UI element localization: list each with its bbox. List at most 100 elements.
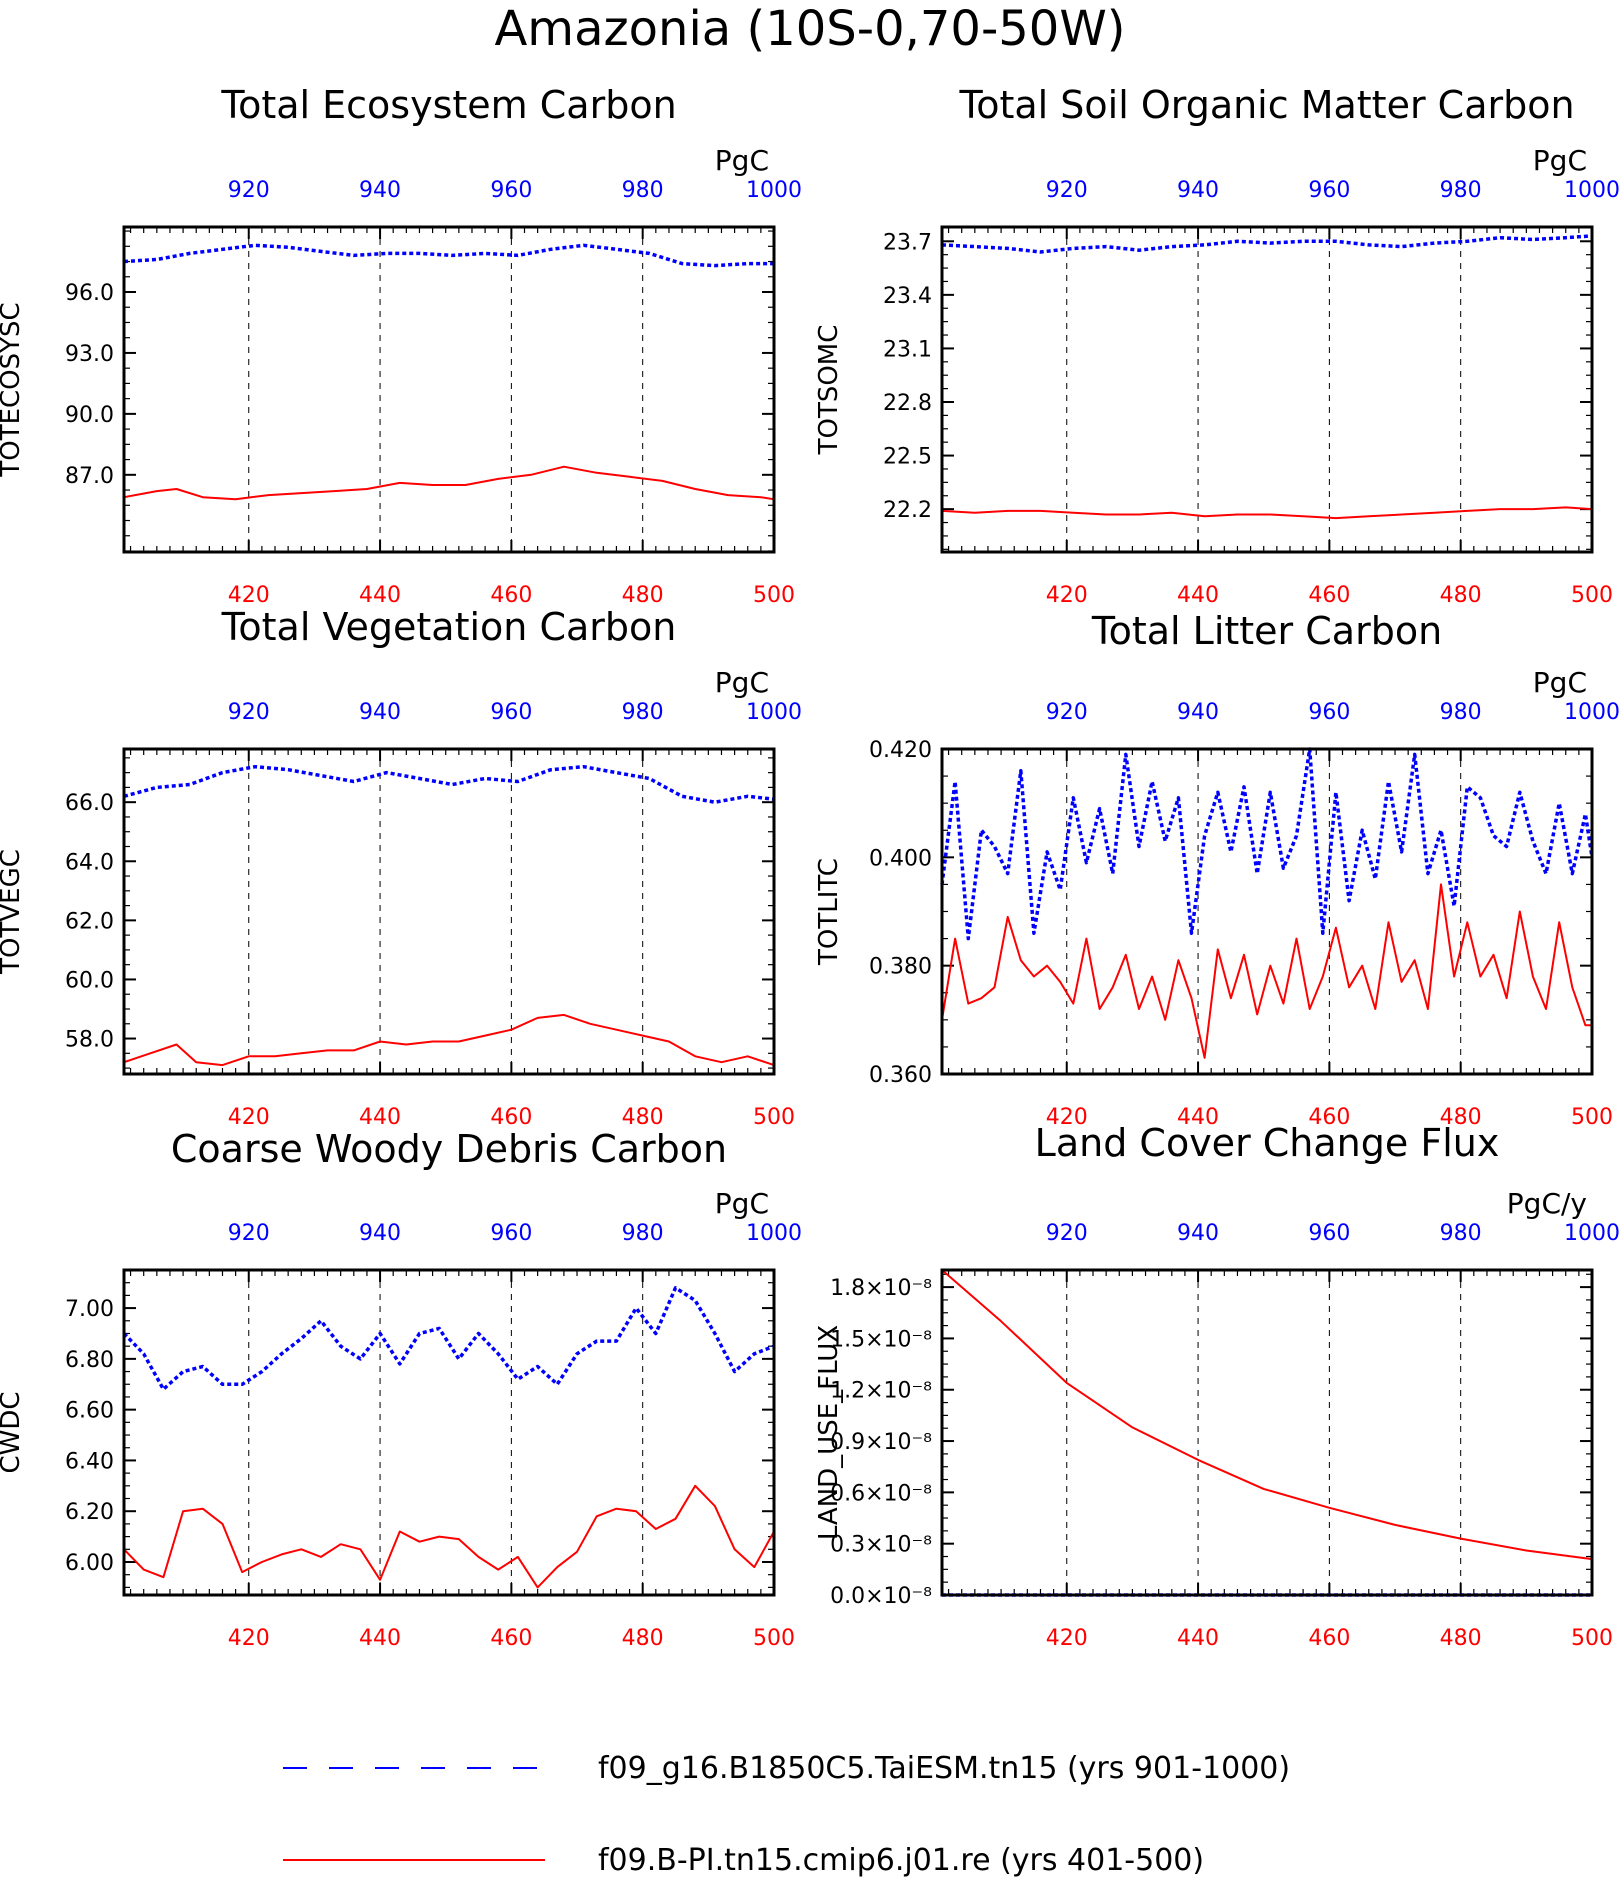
- units-label: PgC: [715, 1187, 769, 1220]
- units-label: PgC: [715, 666, 769, 699]
- x-tick-label-top: 920: [228, 178, 270, 203]
- y-tick-label: 22.2: [883, 498, 932, 523]
- plot-frame: [122, 225, 776, 554]
- x-tick-label-top: 980: [1440, 700, 1482, 725]
- x-tick-label-bottom: 500: [753, 1105, 795, 1130]
- series-line-red: [123, 1013, 775, 1067]
- chart-title: Coarse Woody Debris Carbon: [171, 1127, 727, 1171]
- x-tick-label-top: 920: [1046, 700, 1088, 725]
- x-tick-label-bottom: 420: [1046, 1105, 1088, 1130]
- plot-frame: [940, 1268, 1594, 1597]
- x-tick-label-bottom: 420: [1046, 583, 1088, 608]
- y-tick-label: 64.0: [65, 850, 114, 875]
- units-label: PgC: [1533, 666, 1587, 699]
- plot-frame: [122, 1268, 776, 1597]
- x-tick-label-top: 960: [1308, 700, 1350, 725]
- chart-panel: Total Litter Carbon 420 440 460 480 500 920 940…: [814, 609, 1620, 1130]
- legend: f09_g16.B1850C5.TaiESM.tn15 (yrs 901-100…: [283, 1751, 1290, 1878]
- x-tick-label-top: 980: [622, 1221, 664, 1246]
- series-line-red: [941, 506, 1593, 520]
- x-tick-label-bottom: 440: [1177, 1105, 1219, 1130]
- x-tick-label-top: 980: [1440, 178, 1482, 203]
- x-tick-label-bottom: 480: [622, 1626, 664, 1651]
- y-tick-label: 1.5×10⁻⁸: [830, 1327, 932, 1352]
- chart-panel: Land Cover Change Flux 420 440 460 480 500 920…: [814, 1121, 1620, 1651]
- panels: Total Ecosystem Carbon 420 440 460 480 500 920…: [0, 83, 1620, 1651]
- x-tick-label-top: 920: [228, 1221, 270, 1246]
- y-tick-label: 87.0: [65, 464, 114, 489]
- x-tick-label-top: 1000: [1564, 178, 1620, 203]
- y-tick-label: 6.80: [65, 1348, 114, 1373]
- y-tick-label: 96.0: [65, 281, 114, 306]
- y-axis-label: TOTLITC: [814, 858, 844, 966]
- y-tick-label: 23.1: [883, 337, 932, 362]
- series-line-red: [123, 465, 775, 501]
- units-label: PgC: [1533, 144, 1587, 177]
- y-axis-label: CWDC: [0, 1391, 26, 1473]
- x-tick-label-bottom: 460: [1308, 1105, 1350, 1130]
- chart-title: Total Soil Organic Matter Carbon: [958, 83, 1574, 127]
- x-tick-label-bottom: 420: [228, 1626, 270, 1651]
- x-tick-label-top: 1000: [746, 178, 802, 203]
- x-tick-label-bottom: 480: [622, 1105, 664, 1130]
- x-tick-label-top: 960: [490, 178, 532, 203]
- chart-title: Land Cover Change Flux: [1035, 1121, 1500, 1165]
- x-tick-label-bottom: 460: [1308, 1626, 1350, 1651]
- y-tick-label: 1.8×10⁻⁸: [830, 1276, 932, 1301]
- series-line-red: [123, 1484, 775, 1589]
- x-tick-label-top: 1000: [1564, 700, 1620, 725]
- y-tick-label: 6.60: [65, 1399, 114, 1424]
- y-tick-label: 6.40: [65, 1449, 114, 1474]
- y-axis-label: TOTVEGC: [0, 849, 26, 975]
- x-tick-label-bottom: 500: [1571, 1626, 1613, 1651]
- y-tick-label: 1.2×10⁻⁸: [830, 1379, 932, 1404]
- chart-title: Total Ecosystem Carbon: [220, 83, 676, 127]
- y-axis-label: TOTSOMC: [814, 325, 844, 456]
- y-tick-label: 0.380: [869, 955, 932, 980]
- x-tick-label-bottom: 460: [490, 583, 532, 608]
- y-tick-label: 0.9×10⁻⁸: [830, 1430, 932, 1455]
- y-tick-label: 93.0: [65, 342, 114, 367]
- y-tick-label: 23.4: [883, 284, 932, 309]
- x-tick-label-bottom: 480: [1440, 1626, 1482, 1651]
- y-axis-label: TOTECOSYSC: [0, 302, 26, 477]
- y-tick-label: 23.7: [883, 230, 932, 255]
- x-tick-label-bottom: 460: [490, 1105, 532, 1130]
- x-tick-label-bottom: 420: [228, 583, 270, 608]
- x-tick-label-bottom: 460: [490, 1626, 532, 1651]
- x-tick-label-top: 940: [1177, 178, 1219, 203]
- page-title: Amazonia (10S-0,70-50W): [494, 1, 1125, 57]
- y-axis-label: LAND_USE_FLUX: [814, 1325, 844, 1540]
- plot-frame: [940, 747, 1594, 1076]
- chart-title: Total Litter Carbon: [1091, 609, 1442, 653]
- y-tick-label: 0.360: [869, 1063, 932, 1088]
- x-tick-label-bottom: 500: [1571, 1105, 1613, 1130]
- x-tick-label-top: 1000: [746, 1221, 802, 1246]
- x-tick-label-bottom: 440: [359, 1105, 401, 1130]
- x-tick-label-bottom: 500: [753, 583, 795, 608]
- x-tick-label-top: 920: [1046, 1221, 1088, 1246]
- y-tick-label: 22.8: [883, 391, 932, 416]
- x-tick-label-top: 960: [490, 700, 532, 725]
- x-tick-label-top: 940: [1177, 1221, 1219, 1246]
- x-tick-label-top: 940: [359, 700, 401, 725]
- chart-title: Total Vegetation Carbon: [221, 605, 677, 649]
- x-tick-label-bottom: 440: [359, 583, 401, 608]
- x-tick-label-bottom: 500: [1571, 583, 1613, 608]
- x-tick-label-top: 920: [228, 700, 270, 725]
- x-tick-label-bottom: 500: [753, 1626, 795, 1651]
- x-tick-label-top: 960: [490, 1221, 532, 1246]
- y-tick-label: 62.0: [65, 909, 114, 934]
- x-tick-label-top: 940: [359, 178, 401, 203]
- plot-frame: [940, 225, 1594, 554]
- x-tick-label-bottom: 420: [1046, 1626, 1088, 1651]
- series-line-red: [941, 883, 1592, 1059]
- x-tick-label-bottom: 420: [228, 1105, 270, 1130]
- x-tick-label-top: 940: [1177, 700, 1219, 725]
- x-tick-label-top: 980: [622, 700, 664, 725]
- y-tick-label: 58.0: [65, 1028, 114, 1053]
- x-tick-label-bottom: 460: [1308, 583, 1350, 608]
- y-tick-label: 66.0: [65, 791, 114, 816]
- x-tick-label-top: 1000: [746, 700, 802, 725]
